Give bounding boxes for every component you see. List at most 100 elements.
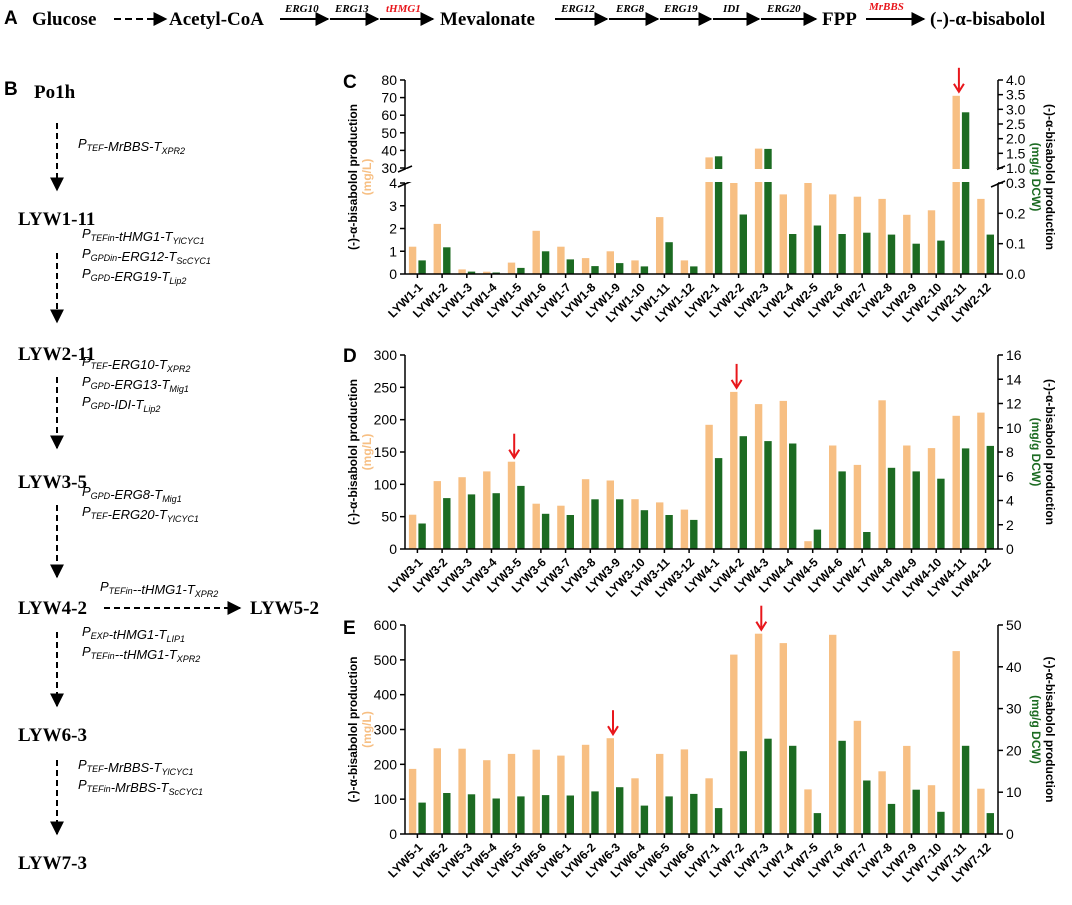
bar-mg-per-g-dcw xyxy=(517,796,525,834)
bar-mg-per-l xyxy=(483,760,491,834)
gene-erg19: ERG19 xyxy=(663,3,698,15)
gene-thmg1: tHMG1 xyxy=(386,3,421,15)
bar-mg-per-l xyxy=(730,654,738,834)
bar-mg-per-l xyxy=(878,198,886,274)
bar-mg-per-g-dcw xyxy=(541,251,550,275)
bar-mg-per-g-dcw xyxy=(690,793,698,834)
bar-mg-per-g-dcw xyxy=(764,148,772,274)
bar-mg-per-g-dcw xyxy=(714,156,723,274)
bar-mg-per-g-dcw xyxy=(986,234,994,274)
y-tick-label-right: 40 xyxy=(1006,659,1022,675)
bar-mg-per-l xyxy=(532,749,540,834)
y-tick-label-right: 14 xyxy=(1006,371,1022,387)
y-tick-label-left: 200 xyxy=(374,412,398,428)
bar-mg-per-l xyxy=(656,753,664,834)
cassette-label: PGPDin-ERG12-TScCYC1 xyxy=(82,246,211,266)
panel-letter-d: D xyxy=(343,346,357,367)
bar-mg-per-l xyxy=(557,246,565,274)
bar-mg-per-l xyxy=(804,541,812,549)
bar-mg-per-l xyxy=(829,634,837,834)
bar-mg-per-g-dcw xyxy=(887,467,896,549)
bar-mg-per-l xyxy=(754,404,763,549)
y-tick-label-right: 6 xyxy=(1006,468,1014,484)
y-tick-label-left: 3 xyxy=(389,198,397,214)
bar-mg-per-l xyxy=(408,246,417,274)
panel-letter-b: B xyxy=(4,79,18,100)
y-tick-label-left: 250 xyxy=(374,379,398,395)
cassette-label: PTEF-MrBBS-TXPR2 xyxy=(78,136,185,156)
bar-mg-per-l xyxy=(458,748,466,834)
bar-mg-per-l xyxy=(927,210,936,274)
y-tick-label-right: 4 xyxy=(1006,493,1014,509)
y-tick-label-right: 0 xyxy=(1006,826,1014,842)
bar-mg-per-g-dcw xyxy=(863,532,871,549)
bar-mg-per-g-dcw xyxy=(517,267,525,274)
bar-mg-per-g-dcw xyxy=(665,796,673,834)
bar-mg-per-l xyxy=(977,788,985,834)
bar-mg-per-g-dcw xyxy=(690,266,698,274)
strain-lyw5-2: LYW5-2 xyxy=(250,598,319,619)
y-tick-label-left: 50 xyxy=(381,125,397,141)
cassette-label: PEXP-tHMG1-TLIP1 xyxy=(82,624,185,644)
cassette-label: PGPD-ERG8-TMig1 xyxy=(82,484,182,504)
bar-mg-per-g-dcw xyxy=(961,112,970,274)
bar-mg-per-l xyxy=(532,503,540,549)
bar-mg-per-g-dcw xyxy=(566,515,574,549)
bar-mg-per-g-dcw xyxy=(863,780,871,834)
bar-mg-per-g-dcw xyxy=(467,794,476,834)
gene-erg12: ERG12 xyxy=(560,3,595,15)
strain-lyw3-5: LYW3-5 xyxy=(18,472,87,493)
y-tick-label-left: 70 xyxy=(381,90,397,106)
bar-mg-per-g-dcw xyxy=(714,808,723,834)
y-axis-unit-left: (mg/L) xyxy=(360,159,374,196)
highlight-arrow-head xyxy=(508,449,521,460)
y-axis-title-right: (-)-α-bisabolol production xyxy=(1043,379,1057,525)
strain-lyw2-11: LYW2-11 xyxy=(18,344,95,365)
y-tick-label-left: 0 xyxy=(389,826,397,842)
bar-mg-per-l xyxy=(952,415,960,549)
y-tick-label-left: 600 xyxy=(374,617,398,633)
y-axis-title-right: (-)-α-bisabolol production xyxy=(1043,656,1057,802)
bar-mg-per-l xyxy=(507,262,516,274)
y-tick-label-right: 2 xyxy=(1006,517,1014,533)
y-tick-label-left: 1 xyxy=(389,243,397,259)
y-tick-label-left: 40 xyxy=(381,142,397,158)
y-tick-label-right: 20 xyxy=(1006,742,1022,758)
bar-mg-per-g-dcw xyxy=(912,243,920,274)
panel-letter-e: E xyxy=(343,618,356,639)
bar-mg-per-g-dcw xyxy=(541,795,550,834)
y-tick-label-left: 50 xyxy=(381,509,397,525)
highlight-arrow-head xyxy=(730,379,743,390)
bar-mg-per-l xyxy=(903,214,911,274)
strain-lyw6-3: LYW6-3 xyxy=(18,725,87,746)
bar-mg-per-g-dcw xyxy=(418,802,426,834)
bar-mg-per-l xyxy=(507,461,516,549)
bar-mg-per-g-dcw xyxy=(912,471,920,549)
bar-mg-per-l xyxy=(705,424,713,549)
bar-mg-per-g-dcw xyxy=(418,260,426,274)
strain-lineage: Po1h LYW1-11 LYW2-11 LYW3-5 LYW4-2 LYW5-… xyxy=(18,82,319,874)
bar-mg-per-g-dcw xyxy=(937,240,945,274)
chart-e: 010020030040050060001020304050LYW5-1LYW5… xyxy=(346,605,1057,885)
bar-mg-per-l xyxy=(730,183,738,274)
bar-mg-per-g-dcw xyxy=(789,443,797,549)
y-tick-label-left: 400 xyxy=(374,687,398,703)
bar-mg-per-l xyxy=(952,651,960,834)
bar-mg-per-g-dcw xyxy=(937,811,945,834)
bar-mg-per-g-dcw xyxy=(640,510,649,549)
bar-mg-per-l xyxy=(680,260,689,274)
bar-mg-per-g-dcw xyxy=(566,259,574,274)
bar-mg-per-l xyxy=(804,183,812,274)
highlight-arrow-head xyxy=(953,83,965,94)
bar-mg-per-l xyxy=(606,480,614,549)
y-tick-label-left: 30 xyxy=(381,160,397,176)
y-tick-label-right: 3.5 xyxy=(1006,87,1026,103)
y-tick-label-left: 300 xyxy=(374,722,398,738)
bar-mg-per-l xyxy=(532,230,540,274)
cassette-label: PTEFin-tHMG1-TYlCYC1 xyxy=(82,226,204,246)
bar-mg-per-g-dcw xyxy=(517,485,525,549)
bar-mg-per-g-dcw xyxy=(912,789,920,834)
y-tick-label-left: 300 xyxy=(374,347,398,363)
